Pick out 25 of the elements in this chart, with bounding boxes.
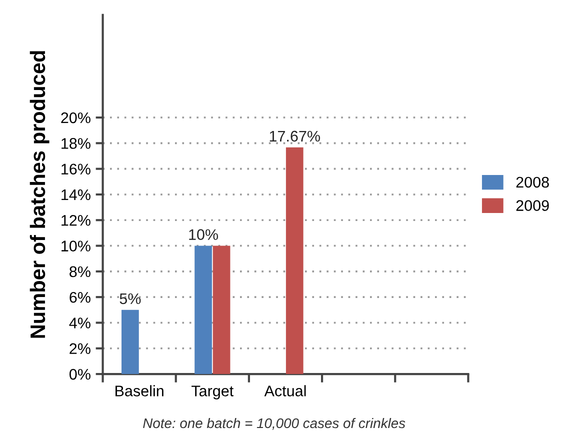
data-label: 5% bbox=[120, 293, 141, 304]
data-label: 10% bbox=[189, 229, 218, 240]
y-tick-label: 12% bbox=[62, 214, 90, 226]
y-tick-label: 6% bbox=[70, 292, 90, 303]
text: Note: one batch = 10,000 cases of crinkles bbox=[143, 418, 406, 430]
y-tick-label: 14% bbox=[62, 189, 90, 200]
bar bbox=[194, 246, 212, 374]
bar bbox=[122, 310, 139, 374]
y-tick-label: 4% bbox=[69, 318, 90, 328]
x-tick-label: Target bbox=[192, 386, 234, 400]
x-tick-label: Actual bbox=[264, 385, 306, 396]
data-label: 17.67% bbox=[270, 130, 320, 142]
legend-label: 2009 bbox=[516, 200, 549, 211]
y-tick-label: 20% bbox=[61, 112, 90, 124]
y-axis-title: Number of batches produced bbox=[30, 51, 50, 338]
y-tick-label: 18% bbox=[62, 138, 90, 149]
bar bbox=[212, 246, 230, 374]
x-tick-label: Baselin bbox=[116, 385, 164, 396]
y-tick-label: 8% bbox=[70, 266, 90, 278]
bar bbox=[286, 147, 304, 374]
y-tick-label: 10% bbox=[62, 240, 90, 252]
legend-label: 2008 bbox=[516, 176, 549, 188]
y-tick-label: 2% bbox=[70, 343, 90, 354]
y-tick-label: 16% bbox=[62, 164, 90, 175]
y-tick-label: 0% bbox=[69, 368, 90, 380]
